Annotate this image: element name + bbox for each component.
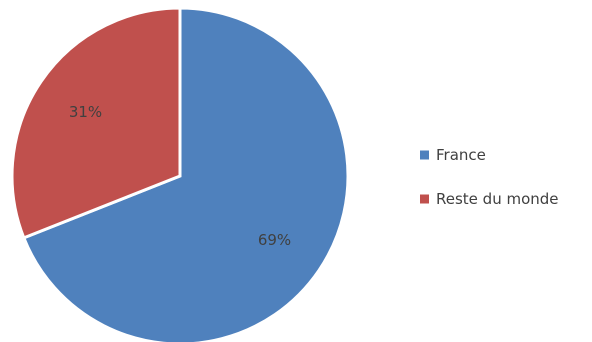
legend-label-1: Reste du monde [436, 190, 559, 208]
legend-swatch-1 [420, 194, 429, 204]
pie-slice-1 [10, 6, 182, 240]
pie-slices [10, 6, 350, 342]
data-label-0: 69% [258, 231, 291, 249]
pie-slice-0 [21, 6, 350, 342]
data-label-1: 31% [69, 103, 102, 121]
data-labels: 69% 31% [69, 103, 291, 249]
legend: France Reste du monde [420, 146, 559, 208]
legend-swatch-0 [420, 150, 429, 160]
legend-label-0: France [436, 146, 486, 164]
